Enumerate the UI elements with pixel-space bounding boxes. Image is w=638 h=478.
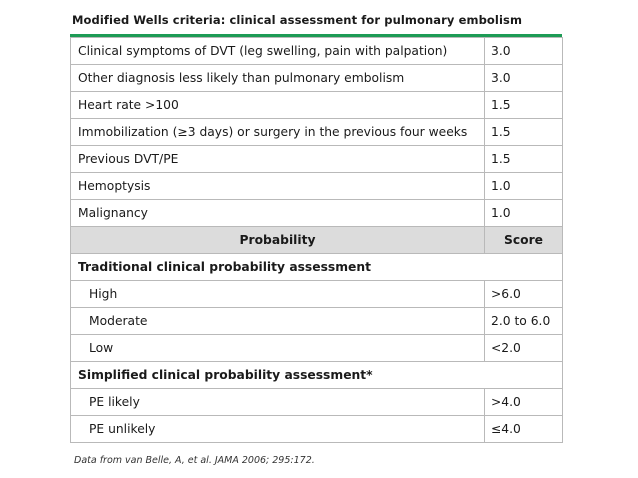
wells-table-container: Clinical symptoms of DVT (leg swelling, …: [70, 34, 563, 443]
simplified-section-heading: Simplified clinical probability assessme…: [70, 361, 563, 389]
criterion-label: Other diagnosis less likely than pulmona…: [70, 64, 485, 92]
criterion-label: Malignancy: [70, 199, 485, 227]
table-row: PE unlikely ≤4.0: [70, 415, 563, 443]
table-row: Immobilization (≥3 days) or surgery in t…: [70, 118, 563, 146]
table-header-row: Probability Score: [70, 226, 563, 254]
criterion-label: Previous DVT/PE: [70, 145, 485, 173]
criterion-label: Immobilization (≥3 days) or surgery in t…: [70, 118, 485, 146]
table-row: Previous DVT/PE 1.5: [70, 145, 563, 173]
probability-score: <2.0: [484, 334, 563, 362]
criterion-score: 3.0: [484, 64, 563, 92]
criterion-score: 1.0: [484, 199, 563, 227]
wells-criteria-table: Clinical symptoms of DVT (leg swelling, …: [70, 37, 563, 443]
table-row: High >6.0: [70, 280, 563, 308]
probability-score: >6.0: [484, 280, 563, 308]
table-row: Moderate 2.0 to 6.0: [70, 307, 563, 335]
criterion-label: Clinical symptoms of DVT (leg swelling, …: [70, 37, 485, 65]
score-header: Score: [484, 226, 563, 254]
table-row: PE likely >4.0: [70, 388, 563, 416]
probability-label: High: [70, 280, 485, 308]
criterion-label: Hemoptysis: [70, 172, 485, 200]
probability-label: PE unlikely: [70, 415, 485, 443]
table-row: Other diagnosis less likely than pulmona…: [70, 64, 563, 92]
criterion-score: 3.0: [484, 37, 563, 65]
probability-score: ≤4.0: [484, 415, 563, 443]
table-row: Clinical symptoms of DVT (leg swelling, …: [70, 37, 563, 65]
probability-score: >4.0: [484, 388, 563, 416]
criterion-score: 1.5: [484, 118, 563, 146]
table-row: Heart rate >100 1.5: [70, 91, 563, 119]
criterion-score: 1.5: [484, 145, 563, 173]
criterion-label: Heart rate >100: [70, 91, 485, 119]
table-title: Modified Wells criteria: clinical assess…: [72, 13, 523, 27]
probability-header: Probability: [70, 226, 485, 254]
probability-score: 2.0 to 6.0: [484, 307, 563, 335]
section-row: Simplified clinical probability assessme…: [70, 361, 563, 389]
traditional-section-heading: Traditional clinical probability assessm…: [70, 253, 563, 281]
probability-label: PE likely: [70, 388, 485, 416]
criterion-score: 1.5: [484, 91, 563, 119]
probability-label: Low: [70, 334, 485, 362]
source-footnote: Data from van Belle, A, et al. JAMA 2006…: [74, 455, 315, 466]
table-row: Malignancy 1.0: [70, 199, 563, 227]
table-row: Hemoptysis 1.0: [70, 172, 563, 200]
probability-label: Moderate: [70, 307, 485, 335]
section-row: Traditional clinical probability assessm…: [70, 253, 563, 281]
table-row: Low <2.0: [70, 334, 563, 362]
criterion-score: 1.0: [484, 172, 563, 200]
